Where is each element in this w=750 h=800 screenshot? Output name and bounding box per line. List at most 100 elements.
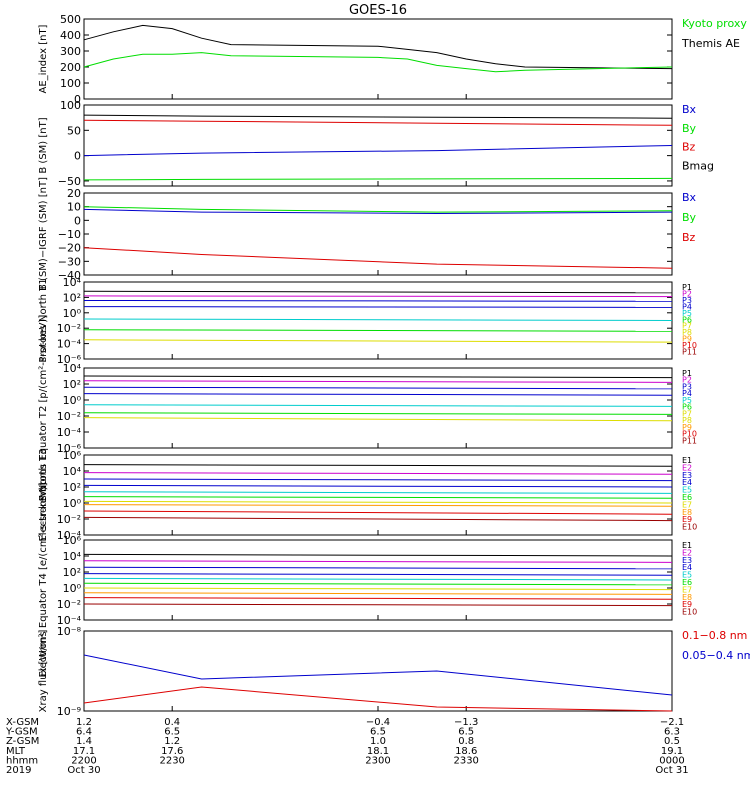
panel-frame bbox=[83, 18, 673, 100]
y-tick-label: 10⁴ bbox=[63, 550, 82, 563]
legend-entry: E10 bbox=[682, 523, 697, 532]
legend-entry: E7 bbox=[682, 585, 692, 594]
series-line-e5 bbox=[83, 491, 673, 494]
legend-entry: Bmag bbox=[682, 159, 714, 172]
y-tick-label: 10⁻⁴ bbox=[57, 529, 82, 542]
series-line-p1 bbox=[83, 375, 673, 379]
legend-entry: 0.05−0.4 nm bbox=[682, 649, 750, 662]
y-tick-label: 10⁶ bbox=[63, 534, 82, 547]
x-axis-value: 1.0 bbox=[370, 736, 386, 747]
legend-entry: E5 bbox=[682, 486, 692, 495]
x-axis-value: Oct 30 bbox=[67, 765, 100, 776]
series-line-p6 bbox=[83, 412, 673, 415]
y-tick-label: 0 bbox=[74, 93, 81, 106]
legend-entry: P5 bbox=[682, 396, 692, 405]
series-line-e3 bbox=[83, 478, 673, 482]
x-axis-value: 6.4 bbox=[76, 727, 92, 738]
legend-entry: E2 bbox=[682, 463, 692, 472]
y-tick-label: 10² bbox=[63, 481, 81, 494]
y-tick-label: 10⁻² bbox=[57, 598, 81, 611]
x-axis-value: −1.3 bbox=[454, 717, 478, 728]
x-axis-value: 6.5 bbox=[164, 727, 180, 738]
legend-entry: P7 bbox=[682, 322, 692, 331]
x-axis-value: Oct 31 bbox=[655, 765, 688, 776]
y-tick-label: −30 bbox=[58, 255, 81, 268]
x-axis-value: 0.4 bbox=[164, 717, 180, 728]
series-line-p4 bbox=[83, 306, 673, 308]
legend-entry: By bbox=[682, 122, 697, 135]
x-axis-value: 2200 bbox=[71, 755, 96, 766]
panel-7: 10⁻⁴ 10⁻² 10⁰ 10² 10⁴ 10⁶ Electrons Equator T4… bbox=[38, 482, 697, 677]
series-line-by bbox=[83, 206, 673, 213]
series-line-bx bbox=[83, 208, 673, 215]
series-line-e4 bbox=[83, 573, 673, 576]
legend-entry: Bx bbox=[682, 103, 697, 116]
x-axis-value: 18.6 bbox=[455, 746, 477, 757]
y-tick-label: 50 bbox=[67, 124, 81, 137]
legend-entry: Bz bbox=[682, 231, 696, 244]
series-line-e9 bbox=[83, 510, 673, 515]
legend-entry: E1 bbox=[682, 541, 692, 550]
series-line-e10 bbox=[83, 603, 673, 607]
y-tick-label: 0 bbox=[74, 150, 81, 163]
legend-entry: E4 bbox=[682, 563, 692, 572]
x-axis-value: 0.5 bbox=[664, 736, 680, 747]
series-line-e7 bbox=[83, 500, 673, 504]
x-axis-value: 17.6 bbox=[161, 746, 183, 757]
series-line-e9 bbox=[83, 597, 673, 600]
series-line-e1 bbox=[83, 464, 673, 467]
legend-entry: P7 bbox=[682, 409, 692, 418]
legend-entry: P11 bbox=[682, 348, 697, 357]
x-axis-value: 0.8 bbox=[458, 736, 474, 747]
legend-entry: P1 bbox=[682, 283, 692, 292]
y-tick-label: −40 bbox=[58, 269, 81, 282]
series-line-bx bbox=[83, 145, 673, 157]
panel-6: 10⁻⁴ 10⁻² 10⁰ 10² 10⁴ 10⁶ Electrons North T3 E1… bbox=[38, 448, 697, 542]
x-axis-value: 19.1 bbox=[661, 746, 683, 757]
legend-entry: E6 bbox=[682, 578, 692, 587]
series-line-p7 bbox=[83, 417, 673, 422]
x-axis-value: −0.4 bbox=[366, 717, 390, 728]
y-tick-label: 10⁰ bbox=[63, 394, 82, 407]
series-line-e8 bbox=[83, 504, 673, 507]
legend-entry: E1 bbox=[682, 456, 692, 465]
y-tick-label: 10⁶ bbox=[63, 449, 82, 462]
series-line-e6 bbox=[83, 582, 673, 586]
panel-frame bbox=[83, 454, 673, 536]
panel-frame bbox=[83, 367, 673, 449]
series-line-e7 bbox=[83, 587, 673, 591]
legend-entry: P6 bbox=[682, 315, 692, 324]
figure-title: GOES-16 bbox=[349, 3, 407, 18]
y-axis-label: B (SM) [nT] bbox=[38, 117, 49, 173]
y-tick-label: 10² bbox=[63, 291, 81, 304]
y-tick-label: 100 bbox=[60, 77, 81, 90]
series-line-e1 bbox=[83, 553, 673, 557]
x-axis-value: 6.5 bbox=[370, 727, 386, 738]
panel-5: 10⁻⁶ 10⁻⁴ 10⁻² 10⁰ 10² 10⁴ Protons Equator T2 … bbox=[38, 315, 697, 502]
y-tick-label: 10⁻² bbox=[57, 322, 81, 335]
x-axis-value: 1.4 bbox=[76, 736, 92, 747]
legend-entry: E9 bbox=[682, 600, 692, 609]
y-tick-label: 10⁴ bbox=[63, 465, 82, 478]
legend-entry: E7 bbox=[682, 500, 692, 509]
panel-1: 0 100 200 300 400 500 AE_index [nT] Kyoto proxy… bbox=[38, 13, 750, 106]
legend-entry: P9 bbox=[682, 335, 692, 344]
y-tick-label: 10 bbox=[67, 201, 81, 214]
y-axis-label: Protons North T1 bbox=[38, 278, 49, 362]
y-axis-label: Xray flux [W/m²] bbox=[38, 630, 49, 713]
legend-entry: P2 bbox=[682, 289, 692, 298]
y-tick-label: −10 bbox=[58, 228, 81, 241]
series-line-e5 bbox=[83, 577, 673, 581]
series-line-p5 bbox=[83, 404, 673, 407]
panel-2: −50 0 50 100 B (SM) [nT] Bx By Bz Bmag bbox=[38, 99, 714, 188]
y-tick-label: 500 bbox=[60, 13, 81, 26]
x-axis-row-label: X-GSM bbox=[6, 717, 39, 728]
series-line-0-05-0-4-nm bbox=[83, 654, 673, 696]
x-axis-row-label: MLT bbox=[6, 746, 26, 757]
series-line-p6 bbox=[83, 329, 673, 332]
y-tick-label: 10⁰ bbox=[63, 497, 82, 510]
legend-entry: Bz bbox=[682, 141, 696, 154]
y-tick-label: −20 bbox=[58, 242, 81, 255]
